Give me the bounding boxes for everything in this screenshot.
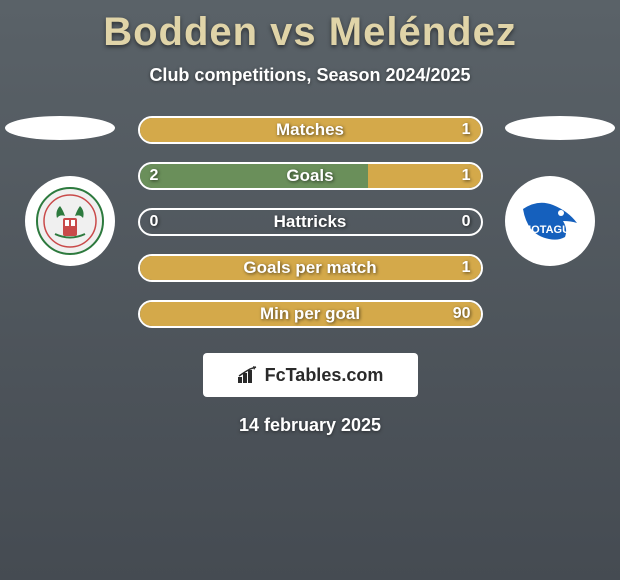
page-title: Bodden vs Meléndez — [0, 0, 620, 55]
stat-value-left: 0 — [150, 213, 159, 231]
stat-value-right: 1 — [462, 121, 471, 139]
footer-date: 14 february 2025 — [10, 415, 610, 436]
stat-label: Min per goal — [260, 304, 360, 324]
player-ellipse-left — [5, 116, 115, 140]
stat-label: Goals — [286, 166, 333, 186]
brand-box[interactable]: FcTables.com — [203, 353, 418, 397]
stat-label: Hattricks — [274, 212, 347, 232]
team-logo-right: MOTAGUA — [505, 176, 595, 266]
stat-bar-min-per-goal: Min per goal 90 — [138, 300, 483, 328]
stat-bar-hattricks: 0 Hattricks 0 — [138, 208, 483, 236]
stat-bar-matches: Matches 1 — [138, 116, 483, 144]
team-logo-left — [25, 176, 115, 266]
stat-label: Goals per match — [243, 258, 376, 278]
marathon-crest-icon — [35, 186, 105, 256]
stat-label: Matches — [276, 120, 344, 140]
stat-bar-goals-per-match: Goals per match 1 — [138, 254, 483, 282]
page-subtitle: Club competitions, Season 2024/2025 — [0, 65, 620, 86]
stat-value-right: 90 — [453, 305, 471, 323]
stat-value-right: 1 — [462, 167, 471, 185]
stat-value-right: 1 — [462, 259, 471, 277]
brand-text: FcTables.com — [265, 365, 384, 386]
stat-value-left: 2 — [150, 167, 159, 185]
stat-bar-goals: 2 Goals 1 — [138, 162, 483, 190]
fctables-chart-icon — [237, 366, 259, 384]
stat-bars: Matches 1 2 Goals 1 0 Hattricks 0 Goals … — [138, 116, 483, 328]
stat-value-right: 0 — [462, 213, 471, 231]
player-ellipse-right — [505, 116, 615, 140]
main-content: MOTAGUA Matches 1 2 Goals 1 0 Hattricks … — [0, 116, 620, 436]
svg-text:MOTAGUA: MOTAGUA — [522, 224, 578, 236]
motagua-crest-icon: MOTAGUA — [513, 191, 587, 251]
